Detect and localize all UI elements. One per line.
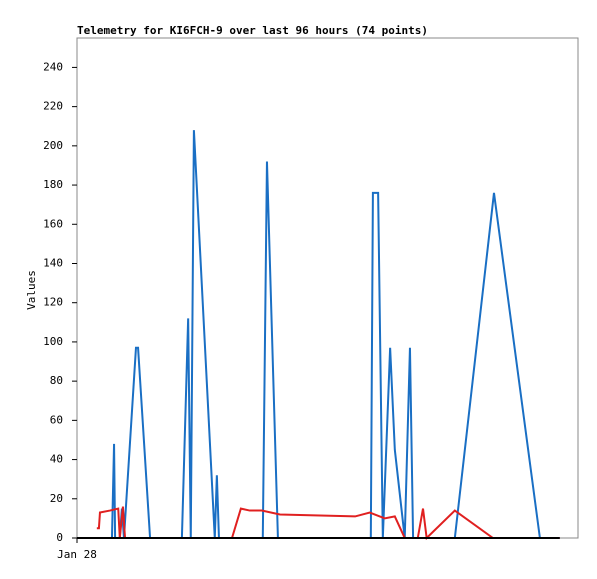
y-axis-label: Values [25,270,38,310]
y-tick-label: 140 [43,256,63,269]
chart-title: Telemetry for KI6FCH-9 over last 96 hour… [77,24,428,37]
y-tick-label: 220 [43,100,63,113]
y-tick-label: 60 [50,413,63,426]
y-tick-label: 160 [43,217,63,230]
y-tick-label: 0 [56,531,63,544]
y-tick-label: 20 [50,492,63,505]
y-tick-label: 120 [43,296,63,309]
y-tick-label: 240 [43,60,63,73]
y-tick-label: 200 [43,139,63,152]
x-tick-label: Jan 28 [57,548,97,561]
y-tick-label: 100 [43,335,63,348]
series-line [110,130,560,539]
y-tick-label: 80 [50,374,63,387]
series-line [96,506,560,541]
plot-frame [76,37,579,539]
y-tick-label: 40 [50,453,63,466]
y-tick-label: 180 [43,178,63,191]
